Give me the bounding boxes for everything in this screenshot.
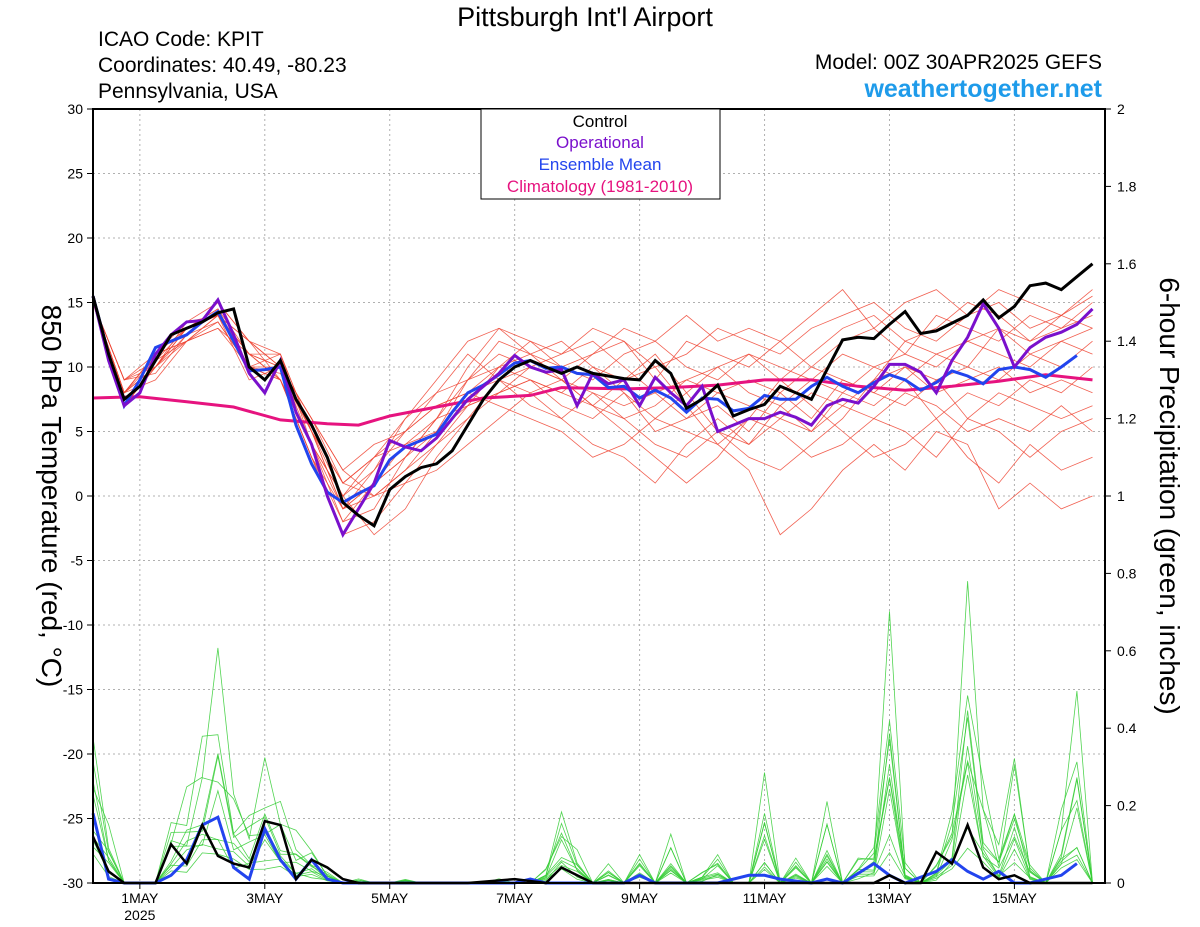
x-tick-label: 11MAY (743, 890, 787, 906)
left-tick-label: -30 (63, 875, 83, 891)
model-run: Model: 00Z 30APR2025 GEFS (814, 51, 1102, 74)
legend-box (480, 108, 721, 200)
temp-member-line (92, 302, 1093, 523)
left-tick-label: 25 (67, 166, 83, 182)
temp-member-line (92, 302, 1093, 497)
operational-temp-line (91, 295, 1094, 539)
left-tick-label: -5 (71, 553, 84, 569)
right-tick-label: 1.4 (1117, 333, 1137, 349)
temp-member-line (92, 302, 1093, 536)
ensemble-mean-precip-line (91, 812, 1078, 885)
left-tick-label: -10 (63, 617, 83, 633)
right-tick-label: 2 (1117, 101, 1125, 117)
x-tick-label: 3MAY (246, 890, 284, 906)
x-tick-label: 9MAY (621, 890, 659, 906)
right-tick-label: 0.6 (1117, 643, 1137, 659)
temp-member-line (92, 302, 1093, 497)
left-tick-label: -25 (63, 811, 83, 827)
legend-control: Control (573, 112, 628, 131)
right-tick-label: 1.8 (1117, 178, 1137, 194)
coordinates: Coordinates: 40.49, -80.23 (98, 54, 347, 77)
gridlines (93, 109, 1105, 883)
control-temp-line (91, 262, 1094, 528)
left-tick-label: 20 (67, 230, 83, 246)
site-link[interactable]: weathertogether.net (864, 75, 1102, 103)
right-axis-label: 6-hour Precipitation (green, inches) (1154, 277, 1185, 714)
right-tick-label: 0.4 (1117, 720, 1137, 736)
left-axis-label: 850 hPa Temperature (red, °C) (36, 305, 67, 688)
right-axis-ticks: 2 1.8 1.6 1.4 1.2 1 0.8 0.6 0.4 0.2 0 (1105, 101, 1137, 891)
icao-code: ICAO Code: KPIT (98, 28, 264, 51)
legend-ensemble-mean: Ensemble Mean (539, 155, 662, 174)
right-tick-label: 0.2 (1117, 798, 1137, 814)
left-tick-label: -15 (63, 682, 83, 698)
left-tick-label: -20 (63, 746, 83, 762)
right-tick-label: 0 (1117, 875, 1125, 891)
main-series (91, 262, 1094, 885)
temp-member-line (92, 302, 1093, 523)
legend: Control Operational Ensemble Mean Climat… (480, 108, 721, 200)
left-tick-label: 0 (75, 488, 83, 504)
temp-member-line (92, 301, 1093, 497)
right-tick-label: 1.2 (1117, 411, 1137, 427)
x-tick-label: 5MAY (371, 890, 409, 906)
left-tick-label: 15 (67, 295, 83, 311)
left-tick-label: 5 (75, 424, 83, 440)
right-tick-label: 0.8 (1117, 565, 1137, 581)
left-axis-ticks: 30 25 20 15 10 5 0 -5 -10 -15 -20 -25 -30 (63, 101, 93, 891)
chart-title: Pittsburgh Int'l Airport (457, 2, 713, 32)
precipitation-members (92, 581, 1093, 885)
legend-climatology: Climatology (1981-2010) (507, 177, 693, 196)
x-tick-label: 7MAY (496, 890, 534, 906)
right-tick-label: 1 (1117, 488, 1125, 504)
precip-member-line (92, 581, 1093, 884)
right-tick-label: 1.6 (1117, 256, 1137, 272)
region: Pennsylvania, USA (98, 80, 278, 103)
x-tick-label: 13MAY (867, 890, 913, 906)
temp-member-line (92, 289, 1093, 497)
ensemble-mean-temp-line (91, 295, 1078, 505)
left-tick-label: 30 (67, 101, 83, 117)
x-tick-label: 15MAY (992, 890, 1038, 906)
x-tick-sublabel: 2025 (124, 907, 155, 923)
temp-member-line (92, 302, 1093, 484)
legend-operational: Operational (556, 133, 644, 152)
left-tick-label: 10 (67, 359, 83, 375)
x-tick-label: 1MAY (121, 890, 159, 906)
